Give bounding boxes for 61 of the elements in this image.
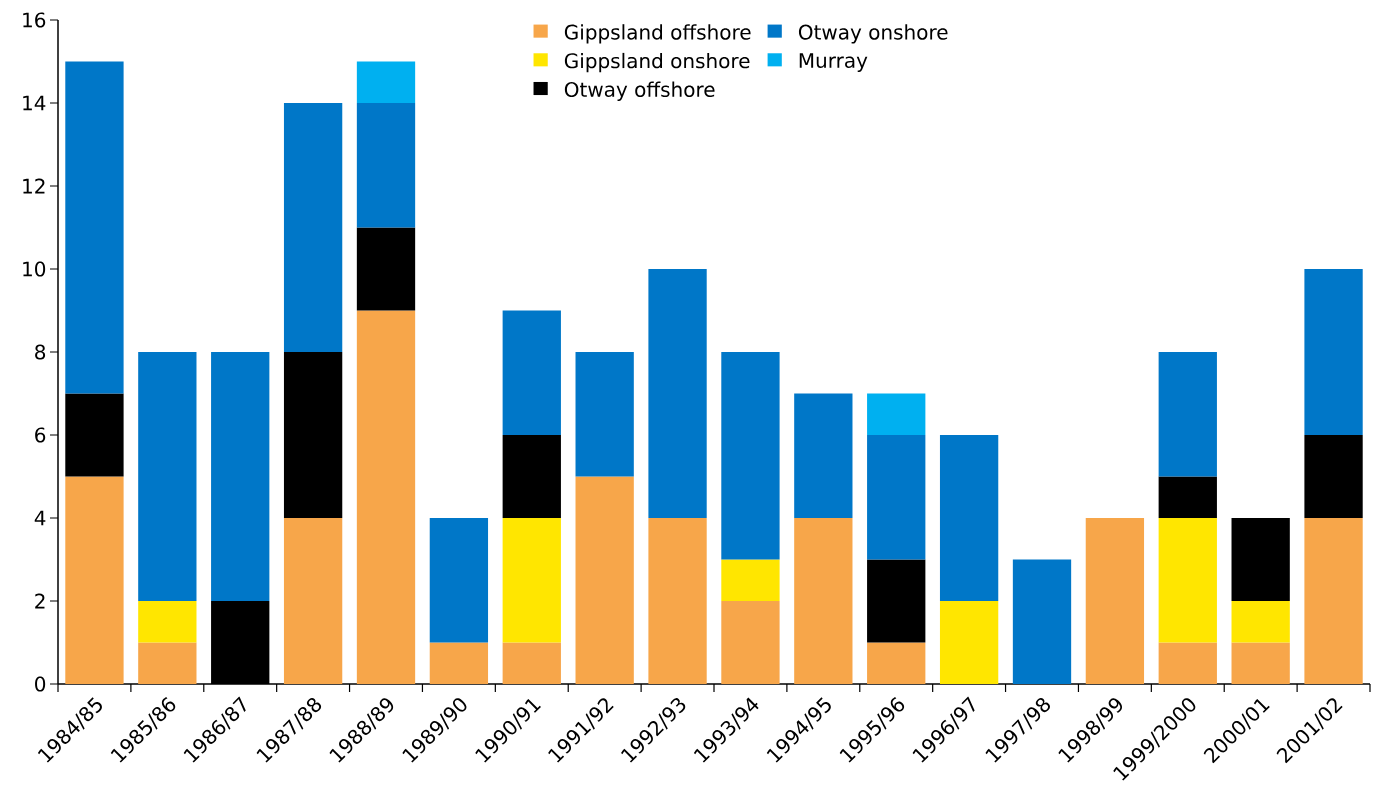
bar xyxy=(1012,559,1072,684)
legend-label: Otway onshore xyxy=(798,24,948,44)
bar xyxy=(1158,352,1217,477)
bar xyxy=(65,476,124,684)
y-tick-label: 12 xyxy=(23,178,45,194)
bar xyxy=(1304,518,1363,684)
bar xyxy=(867,642,926,684)
bar xyxy=(283,102,343,352)
bar xyxy=(502,435,561,518)
bar xyxy=(794,393,853,518)
bar xyxy=(1158,642,1217,684)
bar xyxy=(283,352,343,518)
bar xyxy=(429,518,489,643)
bar xyxy=(502,518,561,643)
bar xyxy=(575,476,634,684)
legend-label: Gippsland onshore xyxy=(564,52,750,73)
bar xyxy=(502,642,561,684)
bar xyxy=(211,352,270,601)
bar xyxy=(939,601,999,684)
bar xyxy=(721,601,780,684)
bar xyxy=(1304,435,1363,518)
bar xyxy=(575,352,634,477)
y-tick-label: 14 xyxy=(23,95,46,111)
y-tick-label: 4 xyxy=(34,510,46,526)
bar xyxy=(283,518,343,684)
bar xyxy=(867,559,926,643)
bar xyxy=(867,393,926,435)
bar xyxy=(356,102,416,228)
bar xyxy=(794,518,853,684)
bar xyxy=(939,435,999,601)
bar xyxy=(1231,642,1290,684)
legend-label: Murray xyxy=(799,53,868,72)
bar xyxy=(356,310,416,684)
bar xyxy=(1158,518,1217,643)
y-tick-label: 0 xyxy=(35,676,46,692)
bar xyxy=(1304,269,1363,435)
bar xyxy=(502,310,561,435)
bar xyxy=(65,61,124,394)
bar xyxy=(648,269,707,518)
bar xyxy=(721,559,780,601)
y-tick-label: 6 xyxy=(35,427,46,443)
y-tick-label: 16 xyxy=(23,12,46,28)
bar xyxy=(138,642,197,684)
legend-label: Otway offshore xyxy=(564,81,715,101)
bar xyxy=(867,435,926,560)
bar xyxy=(65,393,124,477)
y-tick-label: 8 xyxy=(35,344,46,360)
bar xyxy=(429,642,489,684)
bar xyxy=(1231,518,1290,601)
bar xyxy=(138,352,197,601)
bar xyxy=(648,518,707,684)
y-tick-label: 10 xyxy=(23,261,46,277)
bar xyxy=(1231,601,1290,643)
bar xyxy=(356,61,416,103)
bar xyxy=(356,227,416,311)
bar xyxy=(721,352,780,560)
y-tick-label: 2 xyxy=(35,593,45,609)
bar xyxy=(138,601,197,643)
legend-label: Gippsland offshore xyxy=(564,24,751,44)
bar xyxy=(1158,476,1217,518)
bar xyxy=(1085,518,1145,684)
